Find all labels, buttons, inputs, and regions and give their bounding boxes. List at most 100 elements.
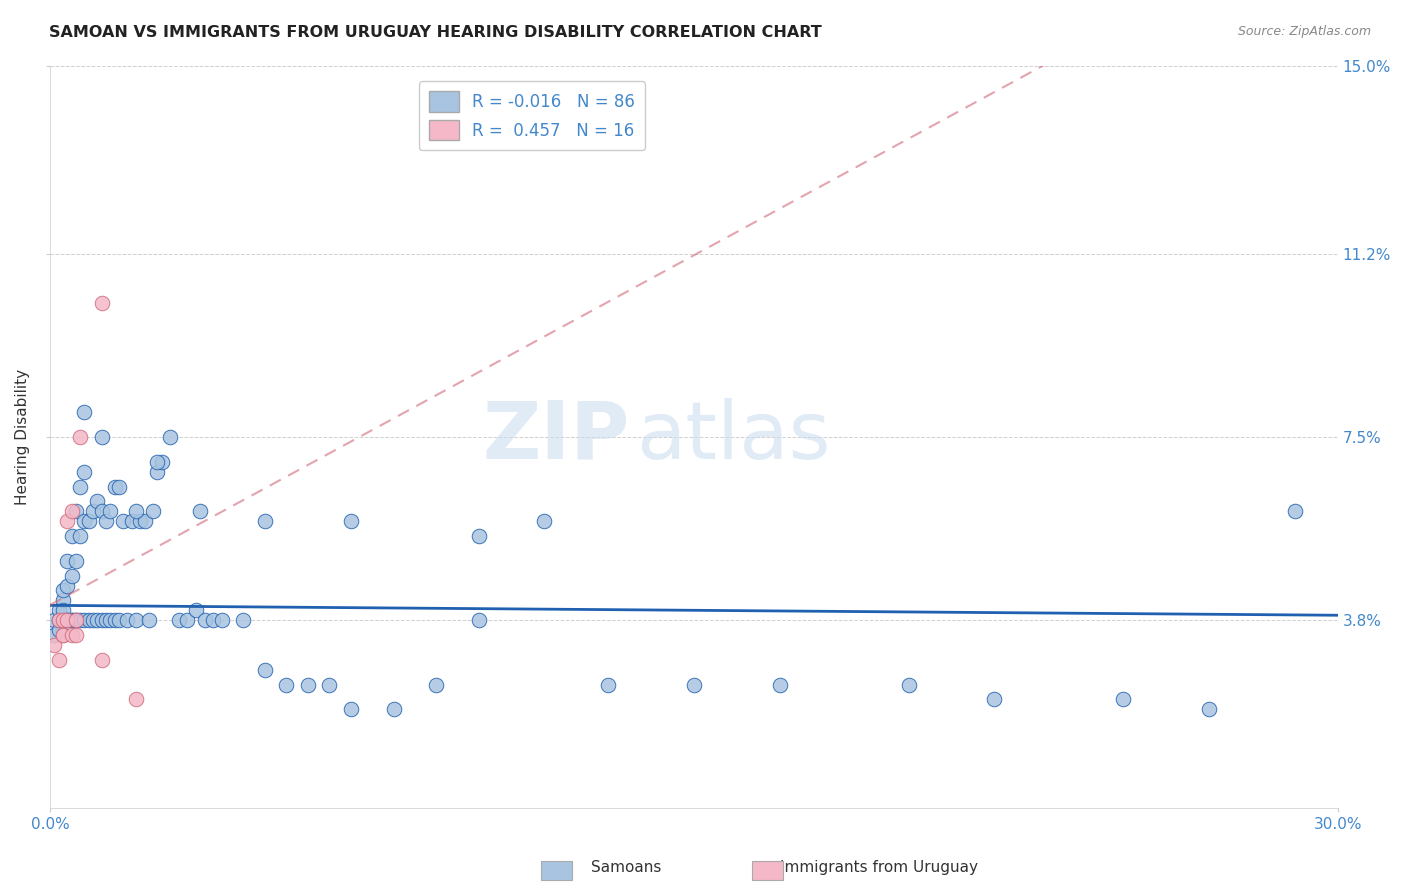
Point	[77, 613, 100, 627]
Point	[253, 514, 276, 528]
Point	[48, 613, 70, 627]
Point	[382, 702, 405, 716]
Point	[52, 593, 75, 607]
Point	[60, 529, 83, 543]
Point	[134, 514, 156, 528]
Point	[983, 692, 1005, 706]
Point	[56, 514, 79, 528]
Point	[52, 603, 75, 617]
Point	[65, 504, 87, 518]
Point	[150, 455, 173, 469]
Point	[60, 613, 83, 627]
Point	[98, 613, 121, 627]
Point	[60, 504, 83, 518]
Point	[468, 613, 491, 627]
Point	[48, 613, 70, 627]
Point	[253, 663, 276, 677]
Point	[69, 479, 91, 493]
Point	[1198, 702, 1220, 716]
Point	[44, 628, 66, 642]
Point	[65, 554, 87, 568]
Point	[94, 613, 117, 627]
Point	[276, 677, 298, 691]
Point	[44, 613, 66, 627]
Point	[318, 677, 340, 691]
Point	[194, 613, 217, 627]
Point	[339, 514, 361, 528]
Point	[202, 613, 225, 627]
Point	[90, 296, 112, 310]
Point	[1284, 504, 1306, 518]
Text: Source: ZipAtlas.com: Source: ZipAtlas.com	[1237, 25, 1371, 38]
Point	[146, 465, 169, 479]
Point	[48, 623, 70, 637]
Point	[56, 613, 79, 627]
Point	[90, 613, 112, 627]
Point	[82, 504, 104, 518]
Point	[73, 613, 96, 627]
Point	[65, 613, 87, 627]
Point	[211, 613, 233, 627]
Point	[297, 677, 319, 691]
Point	[425, 677, 447, 691]
Point	[60, 628, 83, 642]
Point	[73, 405, 96, 419]
Point	[339, 702, 361, 716]
Point	[232, 613, 254, 627]
Point	[60, 613, 83, 627]
Point	[52, 613, 75, 627]
Point	[533, 514, 555, 528]
Point	[769, 677, 792, 691]
Point	[1112, 692, 1135, 706]
Point	[138, 613, 160, 627]
Point	[82, 613, 104, 627]
Text: SAMOAN VS IMMIGRANTS FROM URUGUAY HEARING DISABILITY CORRELATION CHART: SAMOAN VS IMMIGRANTS FROM URUGUAY HEARIN…	[49, 25, 823, 40]
Point	[90, 430, 112, 444]
Point	[65, 628, 87, 642]
Point	[56, 578, 79, 592]
Point	[69, 613, 91, 627]
Point	[65, 613, 87, 627]
Point	[167, 613, 190, 627]
Point	[73, 514, 96, 528]
Point	[90, 504, 112, 518]
Point	[125, 613, 148, 627]
Point	[52, 628, 75, 642]
Point	[176, 613, 198, 627]
Point	[56, 554, 79, 568]
Y-axis label: Hearing Disability: Hearing Disability	[15, 369, 30, 505]
Point	[52, 613, 75, 627]
Point	[108, 613, 131, 627]
Point	[60, 568, 83, 582]
Point	[103, 479, 125, 493]
Point	[44, 638, 66, 652]
Point	[108, 479, 131, 493]
Point	[94, 514, 117, 528]
Text: Immigrants from Uruguay: Immigrants from Uruguay	[780, 861, 979, 875]
Point	[52, 583, 75, 598]
Point	[683, 677, 706, 691]
Point	[146, 455, 169, 469]
Point	[77, 514, 100, 528]
Point	[125, 692, 148, 706]
Text: Samoans: Samoans	[591, 861, 661, 875]
Point	[129, 514, 152, 528]
Point	[112, 514, 135, 528]
Point	[125, 504, 148, 518]
Text: atlas: atlas	[636, 398, 831, 476]
Legend: R = -0.016   N = 86, R =  0.457   N = 16: R = -0.016 N = 86, R = 0.457 N = 16	[419, 81, 645, 151]
Point	[468, 529, 491, 543]
Point	[86, 613, 108, 627]
Point	[69, 529, 91, 543]
Point	[90, 653, 112, 667]
Point	[598, 677, 620, 691]
Point	[142, 504, 165, 518]
Point	[65, 613, 87, 627]
Point	[184, 603, 207, 617]
Point	[103, 613, 125, 627]
Point	[98, 504, 121, 518]
Point	[69, 430, 91, 444]
Point	[52, 628, 75, 642]
Point	[897, 677, 920, 691]
Point	[86, 494, 108, 508]
